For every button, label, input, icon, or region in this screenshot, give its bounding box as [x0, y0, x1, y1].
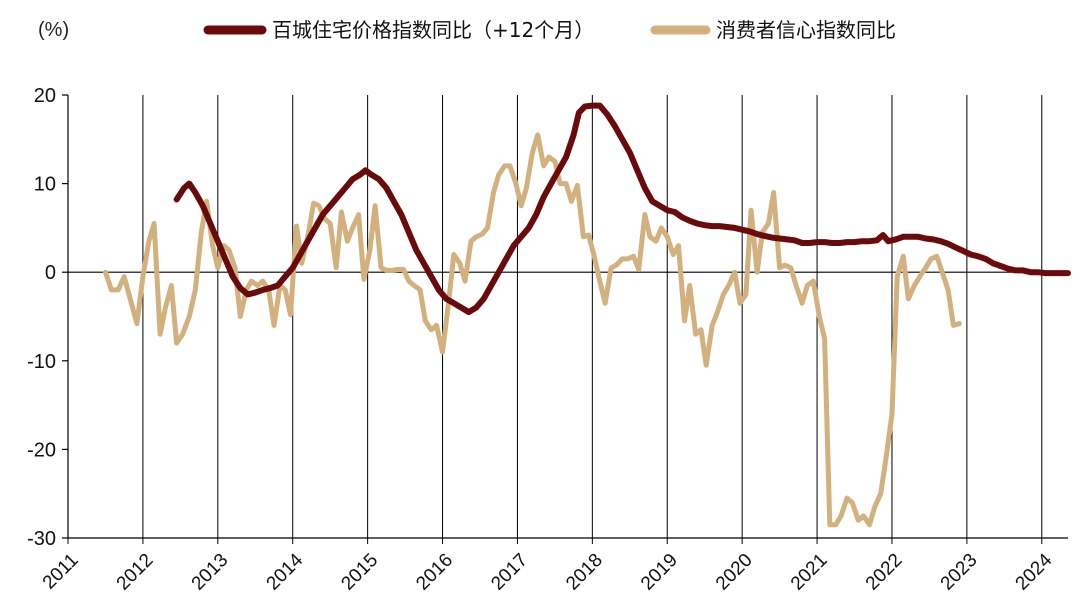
- x-tick-label: 2016: [412, 550, 457, 595]
- x-tick-label: 2013: [188, 550, 233, 595]
- x-tick-label: 2023: [937, 550, 982, 595]
- legend-label-housing: 百城住宅价格指数同比（+12个月）: [272, 18, 594, 42]
- y-tick-label: 10: [34, 174, 56, 196]
- x-tick-label: 2024: [1012, 549, 1057, 594]
- series-lines: [103, 102, 1071, 528]
- series-line-consumer-confidence: [103, 132, 962, 528]
- x-tick-label: 2022: [862, 550, 907, 595]
- x-tick-label: 2018: [562, 550, 607, 595]
- y-tick-label: 20: [34, 85, 56, 107]
- x-tick-label: 2012: [113, 550, 158, 595]
- x-tick-label: 2020: [712, 550, 757, 595]
- x-tick-label: 2014: [263, 549, 308, 594]
- y-axis-ticks: 20 10 0 -10 -20 -30: [27, 85, 68, 550]
- x-tick-label: 2021: [787, 550, 832, 595]
- x-tick-label: 2015: [337, 550, 382, 595]
- series-line-housing-price: [173, 102, 1071, 316]
- y-tick-label: -10: [27, 351, 56, 373]
- y-tick-label: -30: [27, 528, 56, 550]
- y-tick-label: -20: [27, 439, 56, 461]
- legend-label-consumer: 消费者信心指数同比: [716, 18, 896, 42]
- x-tick-label: 2011: [39, 550, 83, 594]
- x-tick-label: 2019: [637, 550, 682, 595]
- x-axis-ticks: 2011 2012 2013 2014 2015 2016 2017 2018 2019 2020…: [39, 95, 1057, 594]
- y-tick-label: 0: [45, 262, 56, 284]
- legend: 百城住宅价格指数同比（+12个月） 消费者信心指数同比: [203, 18, 896, 42]
- y-unit-label: (%): [38, 19, 69, 41]
- x-tick-label: 2017: [487, 550, 532, 595]
